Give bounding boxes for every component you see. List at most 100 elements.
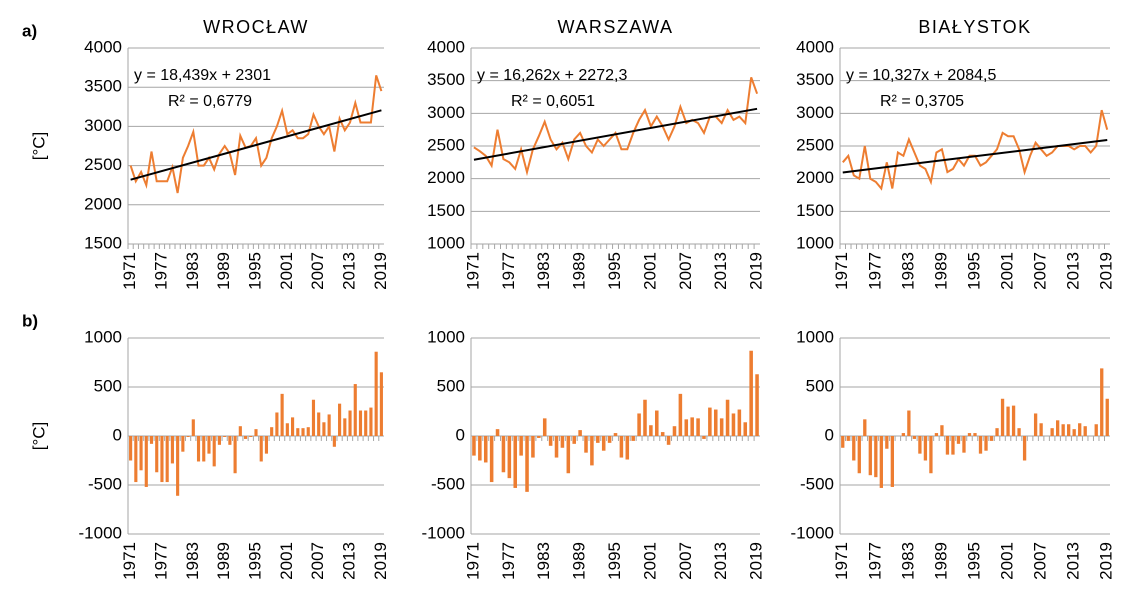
x-tick-label: 2007	[676, 252, 695, 290]
bar	[537, 436, 541, 438]
bar	[660, 432, 665, 436]
bar	[139, 436, 143, 471]
y-tick-label: 4000	[427, 37, 465, 56]
chart-title: BIAŁYSTOK	[918, 17, 1031, 37]
bar	[322, 422, 326, 436]
y-tick-label: -500	[800, 474, 834, 493]
bar	[643, 399, 647, 436]
bar	[519, 436, 523, 456]
bar	[879, 436, 883, 488]
bar	[596, 436, 600, 443]
bar	[311, 399, 316, 436]
bar	[243, 436, 248, 439]
bar	[291, 417, 295, 436]
bar	[513, 436, 518, 488]
bar	[170, 436, 174, 464]
x-tick-label: 1983	[898, 252, 917, 290]
bar	[554, 436, 559, 458]
bar	[160, 436, 164, 483]
y-tick-label: 500	[94, 376, 122, 395]
bar	[874, 436, 878, 478]
bar	[186, 436, 190, 437]
y-tick-label: -1000	[79, 523, 122, 542]
bar	[191, 419, 195, 436]
x-tick-label: 2013	[711, 542, 730, 580]
bar	[649, 425, 653, 436]
bar	[951, 436, 955, 455]
x-tick-label: 1995	[605, 252, 624, 290]
x-tick-label: 2019	[371, 252, 390, 290]
r-squared: R² = 0,3705	[880, 93, 964, 110]
bar	[590, 436, 594, 466]
bar	[923, 436, 928, 461]
data-line	[473, 77, 759, 177]
chart-title: WROCŁAW	[203, 17, 309, 37]
bar	[631, 436, 635, 441]
panel-label: b)	[22, 311, 38, 330]
bar	[719, 418, 724, 436]
y-axis-label: [°C]	[29, 132, 48, 161]
x-tick-label: 1989	[214, 542, 233, 580]
bar	[472, 436, 476, 456]
x-tick-label: 1989	[931, 542, 950, 580]
bar	[1100, 368, 1104, 436]
y-axis-label: [°C]	[29, 422, 48, 451]
bar	[280, 393, 284, 436]
x-tick-label: 1977	[151, 542, 170, 580]
bar	[841, 436, 845, 448]
bar	[885, 436, 889, 449]
x-tick-label: 1977	[499, 252, 518, 290]
bar	[566, 436, 571, 474]
bar	[918, 436, 922, 454]
x-tick-label: 1971	[832, 542, 851, 580]
bar	[343, 418, 347, 436]
bar	[254, 429, 258, 436]
bar	[1000, 398, 1005, 436]
bar	[212, 436, 216, 467]
y-tick-label: 3500	[796, 70, 834, 89]
bar	[233, 436, 237, 474]
y-tick-label: 1000	[796, 233, 834, 252]
x-tick-label: 1983	[183, 252, 202, 290]
bar	[755, 374, 759, 436]
bar	[731, 413, 736, 436]
y-tick-label: 1000	[796, 327, 834, 346]
trend-line	[473, 107, 758, 161]
x-tick-label: 1977	[151, 252, 170, 290]
equation: y = 18,439x + 2301	[134, 67, 271, 84]
bar	[907, 410, 911, 436]
bar	[196, 436, 201, 462]
bar	[1105, 398, 1109, 436]
y-tick-label: 3500	[84, 77, 122, 96]
chart-title: WARSZAWA	[558, 17, 674, 37]
bar	[317, 412, 321, 436]
x-tick-label: 2007	[1031, 252, 1050, 290]
bar	[967, 433, 972, 436]
bar	[264, 436, 269, 454]
x-tick-label: 2007	[308, 542, 327, 580]
bar	[223, 436, 227, 437]
bar	[1056, 420, 1060, 436]
trend-line	[130, 109, 382, 181]
y-tick-label: 2500	[796, 135, 834, 154]
bar	[181, 436, 185, 452]
bar	[531, 436, 535, 458]
bar	[868, 436, 872, 476]
bar	[613, 433, 618, 436]
bar	[945, 436, 950, 455]
bar	[584, 436, 588, 453]
bar	[507, 436, 512, 479]
y-tick-label: 2500	[427, 135, 465, 154]
x-tick-label: 1971	[832, 252, 851, 290]
bar	[1072, 429, 1076, 436]
x-tick-label: 1995	[245, 252, 264, 290]
data-line	[842, 109, 1109, 191]
x-tick-label: 2013	[340, 252, 359, 290]
x-tick-label: 1983	[898, 542, 917, 580]
y-tick-label: 3000	[427, 103, 465, 122]
y-tick-label: -500	[88, 474, 122, 493]
bar	[863, 419, 867, 436]
y-tick-label: -1000	[791, 523, 834, 542]
bar	[501, 436, 506, 473]
